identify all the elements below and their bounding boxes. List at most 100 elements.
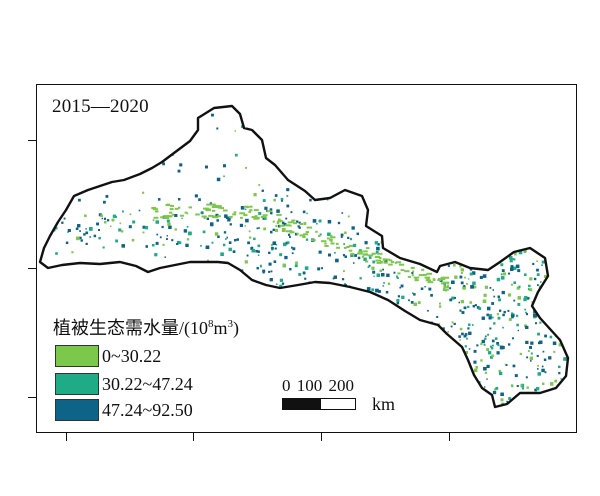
raster-pixel (356, 252, 363, 255)
raster-pixel (389, 259, 393, 262)
raster-pixel (119, 222, 122, 225)
raster-pixel (481, 181, 484, 184)
raster-pixel (400, 233, 403, 237)
raster-pixel (67, 133, 70, 136)
raster-pixel (251, 404, 254, 407)
raster-pixel (268, 251, 271, 254)
raster-pixel (40, 221, 43, 223)
legend-item-high: 47.24~92.50 (55, 399, 193, 421)
raster-pixel (401, 254, 404, 257)
raster-pixel (517, 269, 521, 273)
raster-pixel (266, 210, 272, 213)
raster-pixel (289, 236, 291, 238)
raster-pixel (271, 246, 274, 250)
raster-pixel (379, 319, 383, 323)
raster-pixel (268, 270, 271, 273)
raster-pixel (378, 257, 382, 259)
raster-pixel (235, 352, 238, 356)
raster-pixel (273, 135, 276, 138)
raster-pixel (220, 207, 224, 210)
raster-pixel (535, 322, 537, 325)
raster-pixel (440, 387, 443, 389)
raster-pixel (454, 222, 458, 226)
raster-pixel (542, 122, 546, 126)
raster-pixel (119, 263, 122, 267)
raster-pixel (438, 186, 442, 190)
raster-pixel (468, 331, 472, 335)
raster-pixel (342, 278, 345, 281)
raster-pixel (79, 309, 83, 313)
raster-pixel (561, 268, 564, 271)
raster-pixel (415, 277, 418, 280)
raster-pixel (228, 349, 232, 353)
raster-pixel (524, 273, 527, 276)
raster-pixel (537, 120, 540, 123)
raster-pixel (563, 314, 566, 317)
raster-pixel (281, 282, 285, 285)
raster-pixel (246, 366, 249, 369)
raster-pixel (540, 180, 544, 185)
raster-pixel (489, 224, 491, 226)
raster-pixel (542, 403, 545, 406)
raster-pixel (382, 258, 387, 261)
raster-pixel (393, 236, 396, 238)
raster-pixel (445, 212, 449, 216)
raster-pixel (328, 253, 331, 257)
raster-pixel (448, 248, 452, 252)
raster-pixel (178, 198, 181, 201)
raster-pixel (256, 227, 259, 230)
raster-pixel (410, 301, 414, 304)
raster-pixel (484, 244, 488, 248)
raster-pixel (563, 334, 565, 336)
raster-pixel (274, 405, 278, 407)
raster-pixel (236, 238, 239, 241)
raster-pixel (524, 119, 528, 122)
raster-pixel (344, 231, 347, 234)
raster-pixel (532, 179, 537, 183)
raster-pixel (437, 255, 441, 259)
raster-pixel (504, 199, 508, 203)
raster-pixel (464, 276, 466, 279)
raster-pixel (547, 258, 550, 261)
raster-pixel (537, 114, 539, 116)
raster-pixel (487, 235, 490, 239)
raster-pixel (453, 235, 456, 238)
raster-pixel (376, 310, 379, 314)
raster-pixel (410, 266, 415, 269)
raster-pixel (348, 308, 351, 312)
raster-pixel (562, 324, 565, 328)
raster-pixel (396, 277, 399, 279)
raster-pixel (253, 217, 259, 220)
raster-pixel (540, 154, 545, 159)
raster-pixel (228, 247, 232, 252)
raster-pixel (283, 242, 287, 247)
raster-pixel (337, 306, 339, 309)
raster-pixel (565, 166, 568, 170)
raster-pixel (460, 194, 462, 196)
raster-pixel (214, 402, 218, 406)
raster-pixel (177, 240, 181, 245)
raster-pixel (347, 107, 351, 111)
raster-pixel (458, 114, 461, 116)
raster-pixel (437, 214, 441, 218)
raster-pixel (498, 369, 501, 373)
raster-pixel (381, 309, 385, 313)
raster-pixel (291, 219, 296, 222)
raster-pixel (558, 343, 562, 347)
raster-pixel (411, 115, 415, 119)
raster-pixel (543, 106, 547, 109)
raster-pixel (483, 113, 487, 117)
raster-pixel (128, 225, 132, 229)
raster-pixel (40, 170, 44, 174)
raster-pixel (476, 123, 479, 126)
raster-pixel (559, 334, 563, 339)
raster-pixel (378, 324, 382, 328)
raster-pixel (155, 241, 159, 245)
raster-pixel (101, 217, 104, 220)
raster-pixel (302, 210, 306, 214)
raster-pixel (529, 277, 533, 281)
raster-pixel (168, 225, 172, 229)
raster-pixel (247, 287, 251, 291)
raster-pixel (525, 189, 529, 193)
raster-pixel (523, 297, 527, 302)
